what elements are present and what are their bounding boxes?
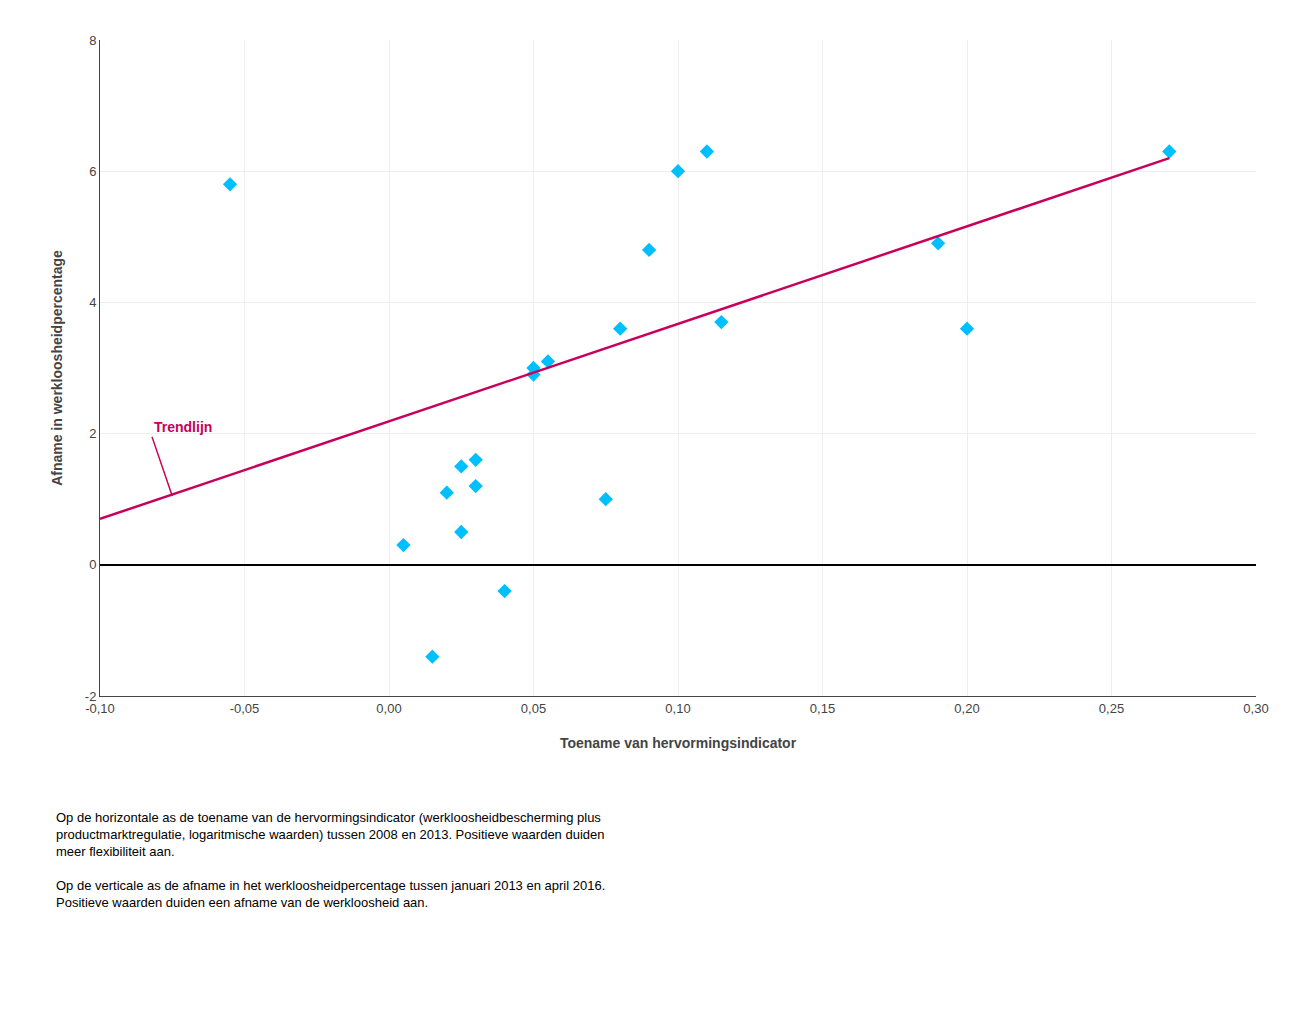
svg-text:6: 6	[89, 164, 96, 179]
svg-text:Op de horizontale as de toenam: Op de horizontale as de toename van de h…	[56, 810, 605, 910]
svg-text:0,25: 0,25	[1099, 701, 1124, 716]
svg-text:Trendlijn: Trendlijn	[154, 419, 212, 435]
svg-text:0: 0	[89, 557, 96, 572]
svg-text:2: 2	[89, 426, 96, 441]
svg-text:0,20: 0,20	[954, 701, 979, 716]
svg-text:-2: -2	[85, 689, 97, 704]
svg-text:-0,05: -0,05	[230, 701, 260, 716]
svg-text:Afname in werkloosheidpercenta: Afname in werkloosheidpercentage	[49, 250, 65, 486]
svg-text:4: 4	[89, 295, 96, 310]
svg-text:0,15: 0,15	[810, 701, 835, 716]
svg-text:0,05: 0,05	[521, 701, 546, 716]
svg-text:8: 8	[89, 33, 96, 48]
svg-text:Toename van hervormingsindicat: Toename van hervormingsindicator	[560, 735, 797, 751]
svg-text:0,10: 0,10	[665, 701, 690, 716]
svg-text:0,30: 0,30	[1243, 701, 1268, 716]
svg-text:-0,10: -0,10	[85, 701, 115, 716]
svg-text:0,00: 0,00	[376, 701, 401, 716]
